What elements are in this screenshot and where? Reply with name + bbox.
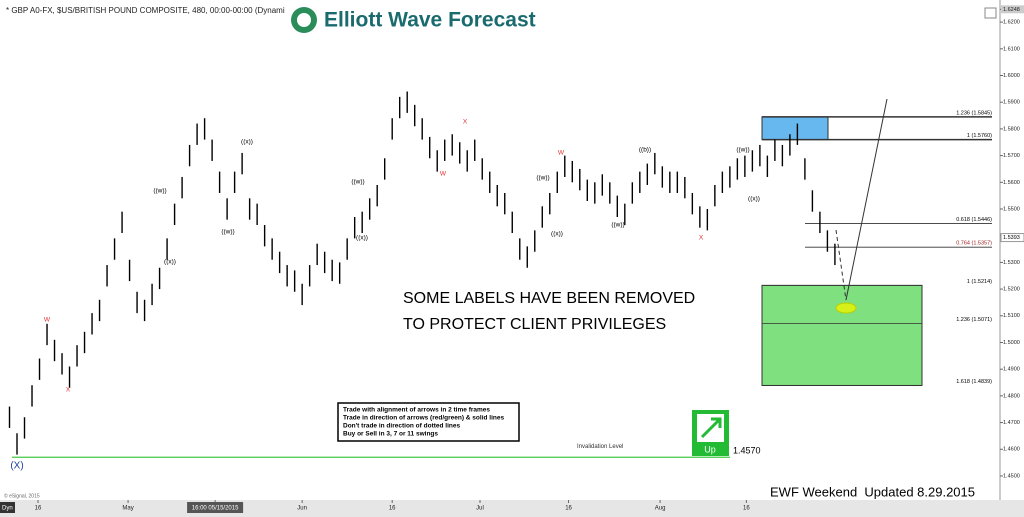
y-tick-label: 1.4800 [1003,393,1020,399]
y-tick-label: 1.5800 [1003,126,1020,132]
wave-label: ((x)) [356,235,368,242]
x-tick-label: Jul [476,506,484,512]
invalidation-text: Invalidation Level [577,444,623,450]
fib-label: 0.618 (1.5446) [956,217,992,223]
y-tick-label: 1.4900 [1003,367,1020,373]
signal-arrow [700,417,722,439]
y-tick-label: 1.5900 [1003,100,1020,106]
rules-line: Trade with alignment of arrows in 2 time… [343,407,490,414]
y-tick-label: 1.5200 [1003,287,1020,293]
y-tick-label: 1.5100 [1003,313,1020,319]
interval: Dyn [2,506,13,512]
wave-label: ((x)) [241,139,253,146]
wave-label: ((w)) [351,179,364,186]
fib-label: 1 (1.5214) [967,279,992,285]
x-tick-label: 16 [565,506,572,512]
last-price-label: 1.5393 [1003,235,1020,241]
logo-text: Elliott Wave Forecast [324,9,536,32]
projection-line [845,98,888,301]
x-tick-label: 16 [743,506,750,512]
rules-line: Trade in direction of arrows (red/green)… [343,415,504,422]
y-tick-label: 1.6200 [1003,20,1020,26]
y-tick-label: 1.6100 [1003,46,1020,52]
wave-label: ((b)) [639,147,651,154]
y-tick-label: 1.6248 [1003,7,1020,13]
x-tick-label: 16:00 05/15/2015 [192,506,239,512]
scroll-button[interactable] [984,7,997,19]
y-tick-label: 1.5500 [1003,206,1020,212]
target-box-green [761,284,923,386]
x-tick-highlight [187,502,244,513]
wave-label: X [66,387,71,394]
fib-label: 1.236 (1.5845) [956,110,992,116]
wave-label: ((w)) [736,147,749,154]
wave-label: X [699,235,704,242]
wave-label: W [440,171,447,178]
target-marker [835,302,857,314]
rules-box [337,402,520,442]
wave-label: W [558,150,565,157]
rules-line: Buy or Sell in 3, 7 or 11 swings [343,431,438,438]
y-tick-label: 1.4500 [1003,473,1020,479]
footer: EWF Weekend Updated 8.29.2015 [770,484,975,499]
y-tick-label: 1.5000 [1003,340,1020,346]
notice-line: TO PROTECT CLIENT PRIVILEGES [403,316,666,333]
copyright: © eSignal, 2015 [4,492,40,499]
y-tick-label: 1.6000 [1003,73,1020,79]
notice-line: SOME LABELS HAVE BEEN REMOVED [403,290,695,307]
fib-label: 0.764 (1.5357) [956,241,992,247]
projection-dotted [835,229,847,301]
y-tick-label: 1.4600 [1003,447,1020,453]
wave-label: W [44,317,51,324]
wave-label: X [463,119,468,126]
y-tick-label: 1.5300 [1003,260,1020,266]
y-tick-label: 1.5700 [1003,153,1020,159]
fib-label: 1 (1.5760) [967,133,992,139]
fib-label: 1.236 (1.5071) [956,317,992,323]
x-tick-label: 16 [35,506,42,512]
x-tick-label: Aug [655,506,666,512]
invalidation-label: 1.4570 [733,446,761,456]
wave-label: (X) [10,461,23,472]
signal-label: Up [704,444,716,454]
x-tick-label: 16 [389,506,396,512]
target-box-blue [761,116,829,141]
interval-box [0,502,15,513]
logo-box [285,2,549,36]
y-tick-label: 1.4700 [1003,420,1020,426]
wave-label: ((w)) [536,175,549,182]
rules-line: Don't trade in direction of dotted lines [343,423,460,430]
wave-label: ((w)) [611,222,624,229]
wave-label: ((x)) [551,231,563,238]
fib-label: 1.618 (1.4839) [956,379,992,385]
chart-title: * GBP A0-FX, $US/BRITISH POUND COMPOSITE… [6,6,289,15]
last-price-box [1000,233,1024,243]
x-tick-label: May [122,506,133,512]
wave-label: ((x)) [164,259,176,266]
y-tick-highlight [1001,5,1024,14]
wave-label: ((w)) [153,188,166,195]
wave-label: ((w)) [221,229,234,236]
x-tick-label: Jun [297,506,307,512]
wave-label: ((x)) [748,196,760,203]
time-axis [0,500,1024,517]
logo-icon-inner [297,13,311,27]
y-tick-label: 1.5600 [1003,180,1020,186]
